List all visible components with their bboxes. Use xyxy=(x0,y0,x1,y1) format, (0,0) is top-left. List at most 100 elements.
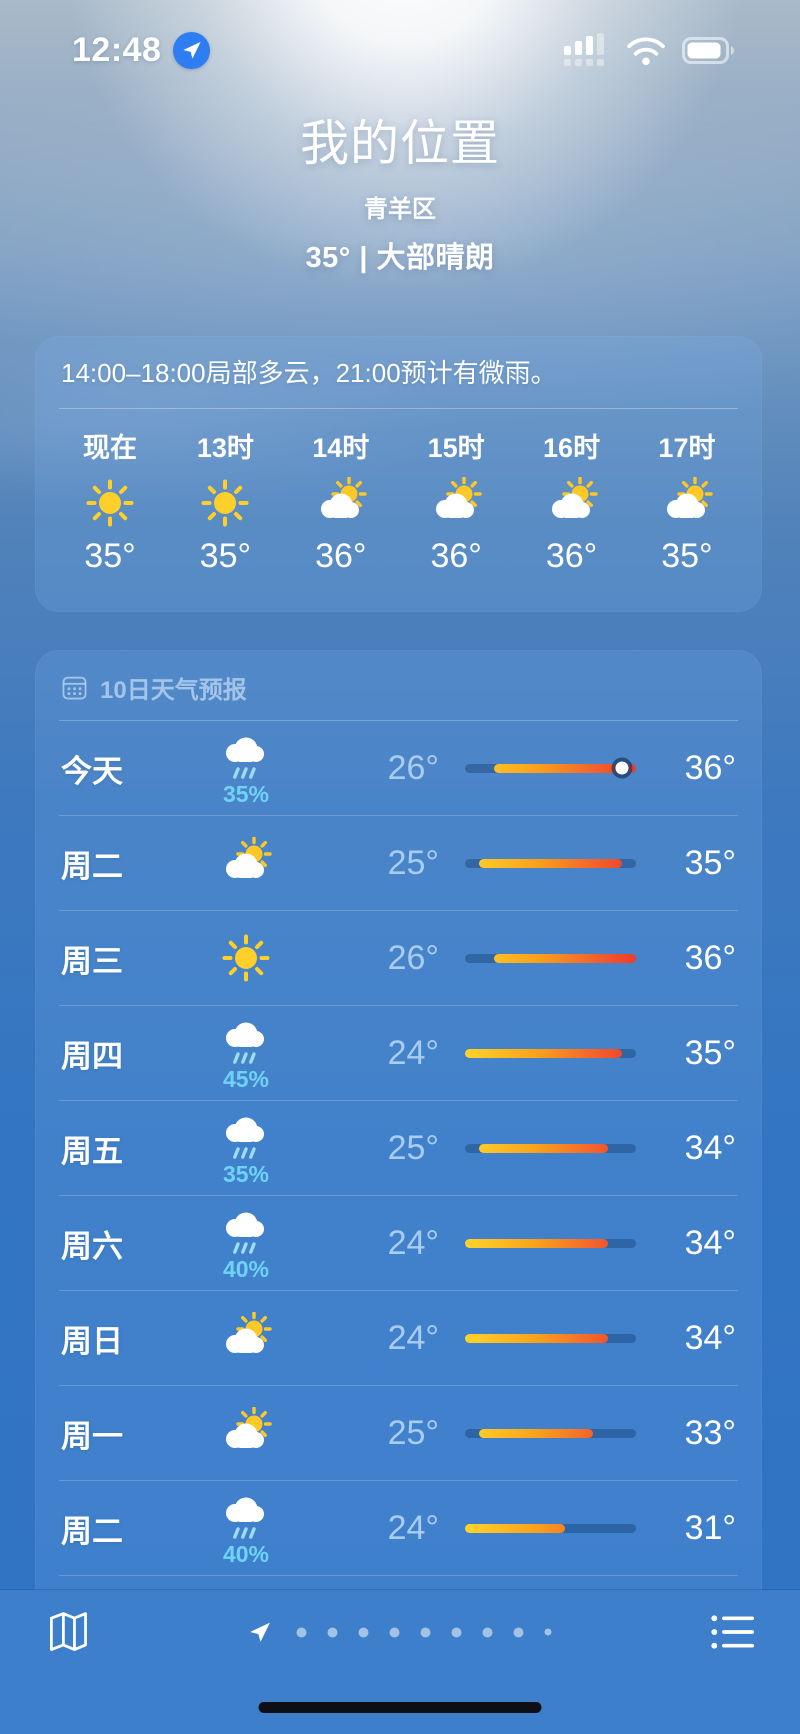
temperature-bar xyxy=(465,1428,636,1438)
cloud-sun-icon xyxy=(430,476,482,529)
ten-day-row[interactable]: 今天 35% 26° 36° xyxy=(59,721,738,816)
hour-temperature: 35° xyxy=(84,536,136,575)
page-dot[interactable] xyxy=(513,1627,524,1637)
temperature-bar-fill xyxy=(479,858,622,868)
cloud-sun-icon xyxy=(546,476,598,529)
page-dot[interactable] xyxy=(451,1627,462,1637)
ten-day-row[interactable]: 周三 26° 36° xyxy=(59,911,738,1006)
high-temperature: 36° xyxy=(684,938,736,977)
hourly-item[interactable]: 现在 35° xyxy=(67,426,153,576)
cloud-rain-icon: 45% xyxy=(201,1016,291,1091)
day-name: 周一 xyxy=(61,1418,123,1454)
precipitation-chance: 40% xyxy=(222,1540,270,1567)
ten-day-list: 今天 35% 26° 36° 周二 25° 35° 周三 26° 36° 周四 45% 24° 35° 周五… xyxy=(35,721,762,1670)
temperature-bar-track xyxy=(465,858,636,868)
weather-icon xyxy=(220,1406,272,1459)
low-temperature: 24° xyxy=(387,1033,439,1072)
weather-icon xyxy=(220,1311,272,1364)
hour-label: 16时 xyxy=(543,432,601,463)
hourly-item[interactable]: 17时 35° xyxy=(644,426,730,576)
ten-day-row[interactable]: 周六 40% 24° 34° xyxy=(59,1196,738,1291)
cloud-rain-icon: 35% xyxy=(201,1111,291,1186)
high-temperature: 34° xyxy=(684,1128,736,1167)
day-name: 周二 xyxy=(61,848,123,884)
location-header: 我的位置 青羊区 35° | 大部晴朗 xyxy=(0,104,800,276)
page-dot[interactable] xyxy=(327,1627,338,1637)
hourly-item[interactable]: 16时 36° xyxy=(529,426,615,576)
ten-day-row[interactable]: 周二 40% 24° 31° xyxy=(59,1481,738,1576)
day-name: 周日 xyxy=(61,1323,123,1359)
temperature-bar-fill xyxy=(493,953,636,963)
day-name: 周二 xyxy=(61,1513,123,1549)
precipitation-chance: 35% xyxy=(222,1160,270,1187)
page-title: 我的位置 xyxy=(299,117,500,171)
cloud-rain-icon: 40% xyxy=(201,1206,291,1281)
low-temperature: 24° xyxy=(387,1223,439,1262)
home-indicator[interactable] xyxy=(258,1702,542,1713)
page-dot[interactable] xyxy=(420,1627,431,1637)
ten-day-row[interactable]: 周二 25° 35° xyxy=(59,816,738,911)
temperature-bar-track xyxy=(465,953,636,963)
ten-day-row[interactable]: 周四 45% 24° 35° xyxy=(59,1006,738,1101)
temperature-bar xyxy=(465,1048,636,1058)
low-temperature: 25° xyxy=(387,1128,439,1167)
ten-day-header: 10日天气预报 xyxy=(59,650,738,721)
day-name: 今天 xyxy=(61,753,123,789)
map-button[interactable] xyxy=(44,1608,92,1656)
day-name: 周六 xyxy=(61,1228,123,1264)
ten-day-row[interactable]: 周五 35% 25° 34° xyxy=(59,1101,738,1196)
hourly-strip[interactable]: 现在 35° 13时 35° 14时 36° 15时 36° 16时 36° 17时 35° xyxy=(35,409,762,576)
temperature-bar-gradient xyxy=(493,763,636,773)
cloud-sun-icon xyxy=(201,1311,291,1364)
ten-day-row[interactable]: 周日 24° 34° xyxy=(59,1291,738,1386)
sun-icon xyxy=(199,477,251,529)
temperature-bar-fill xyxy=(479,1143,608,1153)
temperature-bar-track xyxy=(465,1523,636,1533)
status-bar: 12:48 xyxy=(0,26,800,74)
low-temperature: 26° xyxy=(387,938,439,977)
current-temp-marker xyxy=(615,761,629,775)
page-dot[interactable] xyxy=(544,1628,552,1636)
temperature-bar xyxy=(465,761,636,775)
temperature-bar-fill xyxy=(465,1048,622,1058)
low-temperature: 25° xyxy=(387,1413,439,1452)
page-dot[interactable] xyxy=(358,1627,369,1637)
location-arrow-icon[interactable] xyxy=(249,1621,272,1644)
calendar-icon xyxy=(61,674,88,701)
page-dot[interactable] xyxy=(482,1627,493,1637)
temperature-bar-gradient xyxy=(493,953,636,963)
hour-temperature: 36° xyxy=(545,536,598,575)
temperature-bar-fill xyxy=(465,1523,565,1533)
list-button[interactable] xyxy=(710,1611,756,1653)
temperature-bar-gradient xyxy=(465,1048,622,1058)
hourly-item[interactable]: 15时 36° xyxy=(413,426,499,576)
clock-time: 12:48 xyxy=(72,30,162,69)
low-temperature: 24° xyxy=(387,1318,439,1357)
temperature-bar-track xyxy=(465,1428,636,1438)
hour-label: 13时 xyxy=(196,432,254,463)
page-indicator[interactable] xyxy=(249,1621,552,1644)
high-temperature: 31° xyxy=(684,1508,736,1547)
hourly-forecast-card[interactable]: 14:00–18:00局部多云，21:00预计有微雨。 现在 35° 13时 35° 1… xyxy=(35,336,762,612)
low-temperature: 26° xyxy=(387,748,439,787)
hour-temperature: 35° xyxy=(199,536,252,575)
cloud-sun-icon xyxy=(201,836,291,889)
temperature-bar-fill xyxy=(479,1428,594,1438)
temperature-bar-fill xyxy=(465,1238,608,1248)
temperature-bar xyxy=(465,858,636,868)
hour-label: 17时 xyxy=(658,432,716,463)
weather-icon xyxy=(220,731,272,783)
high-temperature: 34° xyxy=(684,1318,736,1357)
hourly-item[interactable]: 13时 35° xyxy=(182,426,268,576)
temperature-bar-track xyxy=(465,1333,636,1343)
temperature-bar xyxy=(465,1238,636,1248)
ten-day-row[interactable]: 周一 25° 33° xyxy=(59,1386,738,1481)
page-dot[interactable] xyxy=(389,1627,400,1637)
page-dot[interactable] xyxy=(296,1627,307,1637)
temperature-bar-gradient xyxy=(479,1143,608,1153)
temperature-bar-track xyxy=(465,1048,636,1058)
location-arrow-icon xyxy=(173,31,211,69)
hourly-item[interactable]: 14时 36° xyxy=(298,426,384,576)
cloud-rain-icon: 40% xyxy=(201,1491,291,1566)
